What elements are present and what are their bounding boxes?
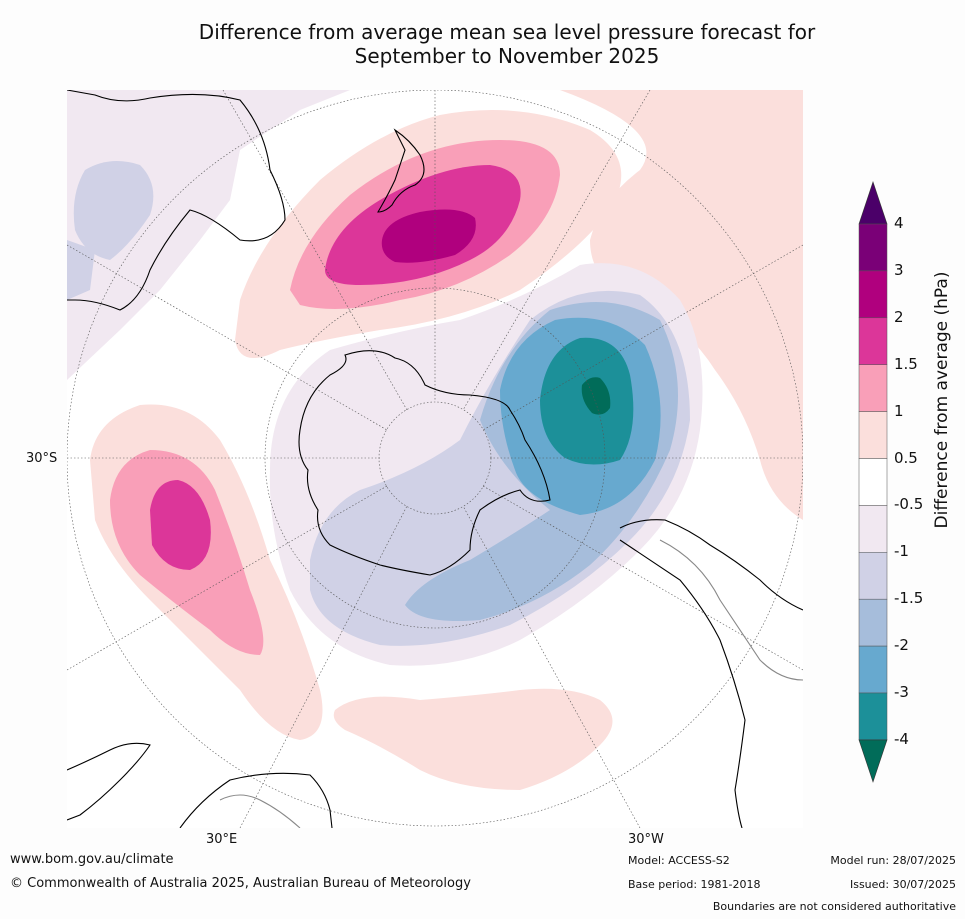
colorbar-title: Difference from average (hPa) — [932, 271, 952, 529]
colorbar-swatch — [858, 364, 888, 412]
colorbar-tick-label: 0.5 — [894, 448, 918, 467]
colorbar-swatch — [858, 270, 888, 319]
title-line-1: Difference from average mean sea level p… — [198, 20, 816, 44]
colorbar-swatch — [858, 223, 888, 272]
country-borders — [219, 539, 803, 828]
africa-coastline — [67, 742, 333, 828]
colorbar-tick-label: -3 — [894, 683, 909, 701]
colorbar-tick-label: 2 — [894, 307, 904, 326]
new-zealand-coastline — [377, 128, 425, 213]
colorbar-tick-label: -0.5 — [894, 495, 924, 514]
footer-base-period: Base period: 1981-2018 — [628, 878, 761, 891]
anomaly-region-plus-1p5-indian-ocean — [150, 480, 211, 570]
footer-website[interactable]: www.bom.gov.au/climate — [10, 852, 174, 867]
pressure-anomaly-map[interactable] — [67, 90, 803, 828]
colorbar — [858, 181, 888, 783]
antarctica-coastline — [298, 350, 551, 576]
colorbar-extend-min — [858, 739, 888, 783]
colorbar-tick-label: -4 — [894, 729, 909, 748]
colorbar-swatch — [858, 411, 888, 459]
colorbar-tick-label: 1 — [894, 401, 904, 420]
colorbar-swatch — [858, 458, 888, 506]
colorbar-swatch — [858, 505, 888, 553]
footer-model-run: Model run: 28/07/2025 — [830, 854, 956, 867]
colorbar-swatch — [858, 317, 888, 365]
south-america-coastline — [619, 519, 803, 828]
australia-coastline — [67, 90, 286, 311]
coastlines — [67, 90, 803, 828]
anomaly-region-minus-4-antarctic — [581, 377, 611, 415]
anomaly-region-minus-1-west — [73, 161, 154, 260]
lon-label-30e: 30°E — [206, 832, 238, 847]
colorbar-tick-label: 1.5 — [894, 354, 918, 373]
colorbar-tick-label: -2 — [894, 636, 909, 655]
footer-disclaimer: Boundaries are not considered authoritat… — [712, 900, 956, 913]
lat-label-30s: 30°S — [26, 451, 58, 466]
anomaly-region-minus-0p5-northwest — [67, 90, 350, 380]
colorbar-tick-label: -1.5 — [894, 589, 924, 608]
colorbar-tick-label: 4 — [894, 214, 904, 232]
anomaly-region-plus-2-tasman — [381, 209, 476, 263]
chart-title: Difference from average mean sea level p… — [0, 20, 965, 68]
colorbar-tick-label: 3 — [894, 260, 904, 279]
anomaly-region-minus-1-far-west — [67, 240, 95, 300]
anomaly-region-plus-0p5-south-atlantic — [333, 688, 613, 790]
colorbar-swatch — [858, 552, 888, 600]
colorbar-extend-max — [858, 181, 888, 225]
footer-model: Model: ACCESS-S2 — [628, 854, 730, 867]
colorbar-tick-label: -1 — [894, 542, 909, 561]
footer-copyright: © Commonwealth of Australia 2025, Austra… — [10, 876, 471, 891]
footer-issued: Issued: 30/07/2025 — [849, 878, 956, 891]
lon-label-30w: 30°W — [628, 832, 664, 847]
colorbar-swatch — [858, 692, 888, 741]
colorbar-swatch — [858, 598, 888, 647]
colorbar-swatch — [858, 645, 888, 694]
title-line-2: September to November 2025 — [354, 44, 660, 68]
